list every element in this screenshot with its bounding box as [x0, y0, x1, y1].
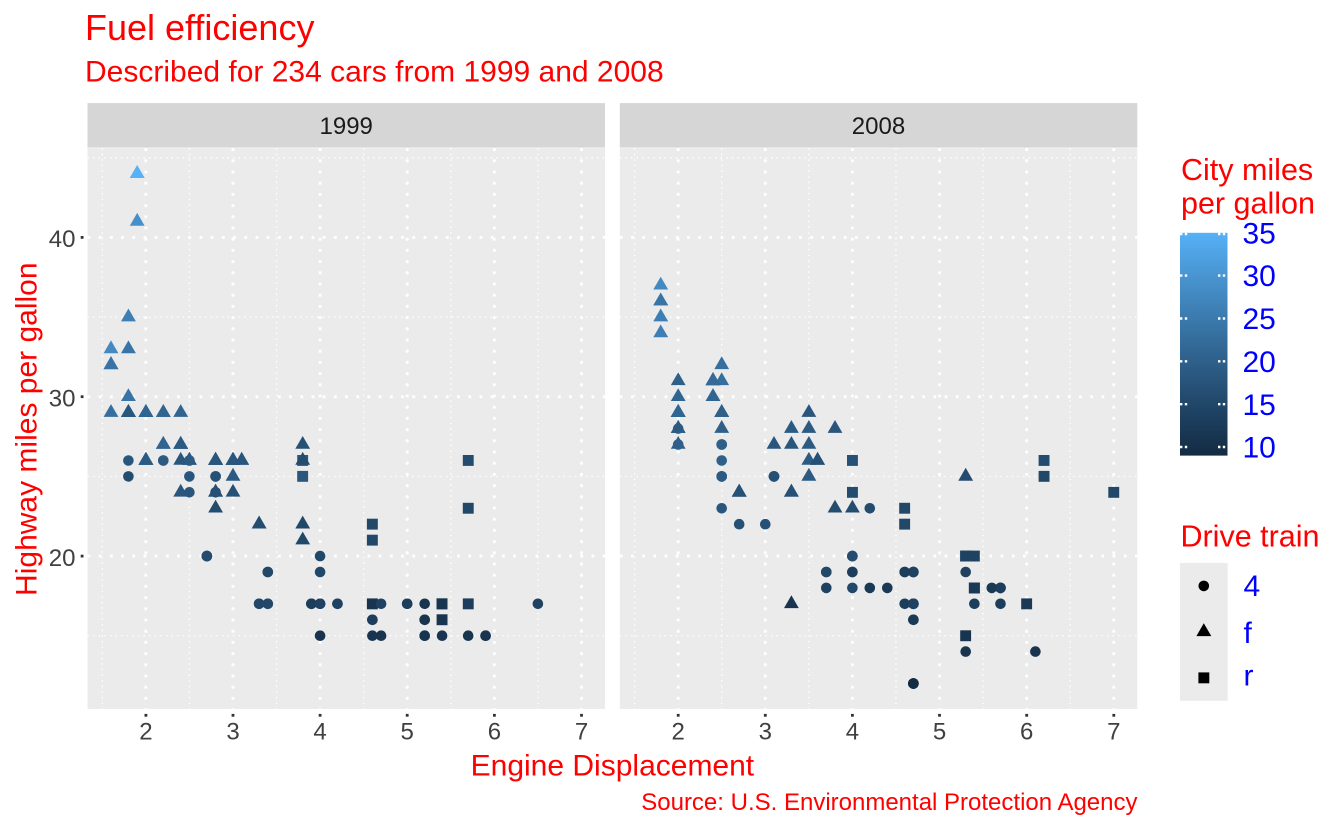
svg-text:7: 7: [1107, 719, 1120, 746]
svg-text:2008: 2008: [852, 113, 905, 140]
svg-text:Source: U.S. Environmental Pro: Source: U.S. Environmental Protection Ag…: [641, 789, 1137, 816]
svg-text:Engine Displacement: Engine Displacement: [471, 750, 755, 783]
svg-text:7: 7: [575, 719, 588, 746]
svg-text:15: 15: [1243, 389, 1276, 422]
svg-text:25: 25: [1243, 303, 1276, 336]
svg-text:4: 4: [313, 719, 326, 746]
svg-text:30: 30: [1243, 260, 1276, 293]
svg-text:Drive train: Drive train: [1181, 520, 1320, 554]
svg-text:City miles: City miles: [1181, 153, 1313, 187]
svg-text:2: 2: [139, 719, 152, 746]
svg-text:4: 4: [1244, 570, 1261, 603]
svg-text:10: 10: [1243, 432, 1276, 465]
svg-text:3: 3: [759, 719, 772, 746]
svg-text:6: 6: [1020, 719, 1033, 746]
svg-text:f: f: [1244, 617, 1253, 650]
svg-text:5: 5: [933, 719, 946, 746]
svg-text:Described for 234 cars from 19: Described for 234 cars from 1999 and 200…: [85, 56, 664, 89]
svg-text:5: 5: [401, 719, 414, 746]
svg-text:4: 4: [846, 719, 859, 746]
svg-text:35: 35: [1243, 217, 1276, 250]
svg-text:20: 20: [1243, 346, 1276, 379]
svg-text:1999: 1999: [320, 113, 373, 140]
svg-text:40: 40: [49, 226, 76, 253]
svg-text:6: 6: [488, 719, 501, 746]
svg-text:20: 20: [49, 545, 76, 572]
svg-text:30: 30: [49, 385, 76, 412]
svg-text:2: 2: [672, 719, 685, 746]
svg-text:3: 3: [226, 719, 239, 746]
svg-text:Highway miles per gallon: Highway miles per gallon: [10, 262, 43, 596]
svg-text:Fuel efficiency: Fuel efficiency: [85, 7, 314, 48]
svg-text:per gallon: per gallon: [1181, 187, 1315, 221]
svg-text:r: r: [1244, 659, 1254, 692]
